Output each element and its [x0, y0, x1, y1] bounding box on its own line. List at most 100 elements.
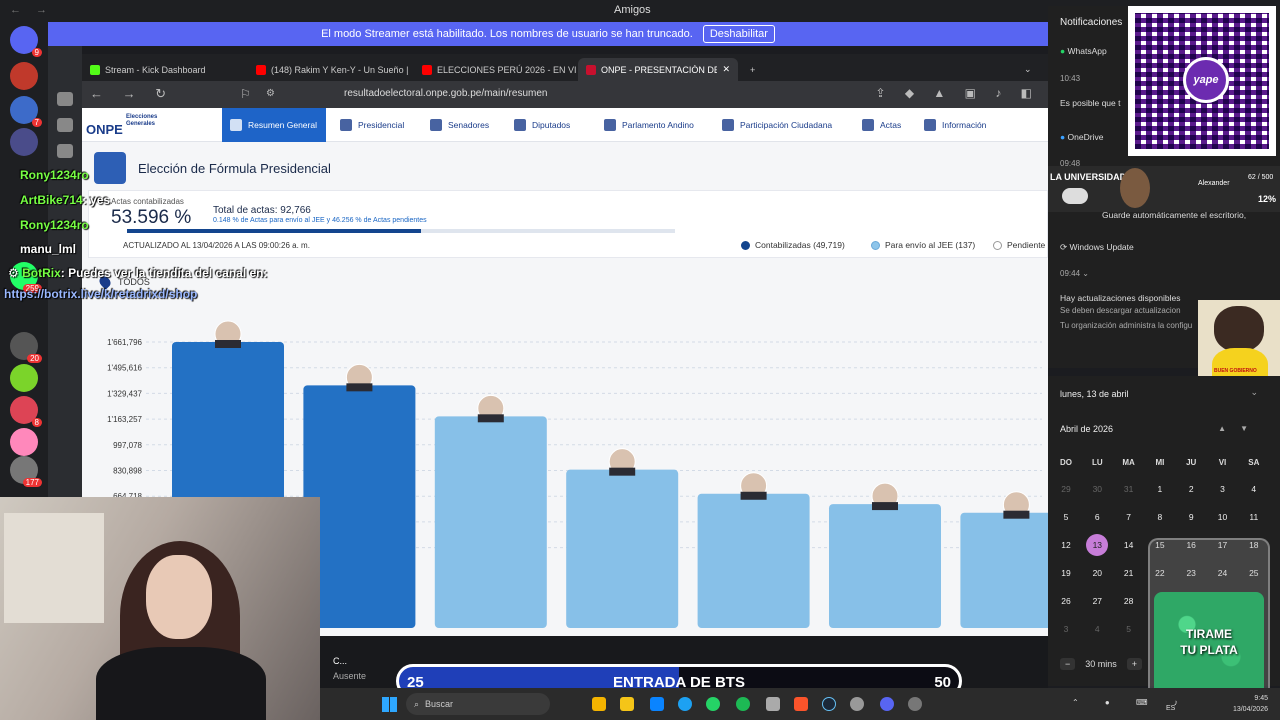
calendar-month[interactable]: Abril de 2026 — [1060, 424, 1114, 434]
calendar-day[interactable]: 2 — [1188, 484, 1194, 494]
calendar-day[interactable]: 5 — [1063, 512, 1069, 522]
server-icon[interactable]: 7 — [10, 96, 42, 127]
taskbar-search[interactable]: ⌕ Buscar — [406, 693, 550, 715]
spotify-icon[interactable] — [736, 697, 750, 711]
nav-diputados[interactable]: Diputados — [514, 108, 570, 142]
collapse-chevron-icon[interactable]: ⌄ — [1250, 387, 1258, 397]
mail-icon[interactable] — [57, 118, 73, 132]
tab-kick-dashboard[interactable]: Stream - Kick Dashboard — [82, 58, 244, 81]
tab-list-chevron-icon[interactable]: ⌄ — [1024, 64, 1032, 74]
system-tray-icons[interactable]: ⌃ ● ⌨ ♪ — [1072, 698, 1190, 707]
onpe-logo[interactable]: ONPE Elecciones Generales — [86, 114, 158, 137]
onedrive-message[interactable]: Guarde automáticamente el escritorio, — [1102, 210, 1247, 220]
calendar-day[interactable]: 3 — [1063, 624, 1069, 634]
nav-presidencial[interactable]: Presidencial — [340, 108, 404, 142]
browser-toolbar-icons[interactable]: ⇪ ◆ ▲ ▣ ♪ ◧ — [875, 86, 1040, 100]
history-icon[interactable] — [57, 144, 73, 158]
calendar-day[interactable]: 29 — [1061, 484, 1071, 494]
calendar-day[interactable]: 26 — [1061, 596, 1071, 606]
calendar-day[interactable]: 16 — [1186, 540, 1196, 550]
whatsapp-icon[interactable] — [706, 697, 720, 711]
calendar-day[interactable]: 6 — [1094, 512, 1100, 522]
calendar-day[interactable]: 8 — [1157, 512, 1163, 522]
calendar-day[interactable]: 4 — [1094, 624, 1100, 634]
focus-minus-button[interactable]: − — [1060, 658, 1076, 670]
calendar-day[interactable]: 31 — [1123, 484, 1134, 494]
region-filter[interactable]: TODOS — [97, 274, 150, 290]
calendar-day[interactable]: 4 — [1251, 484, 1257, 494]
month-nav-arrows-icon[interactable]: ▲▼ — [1218, 424, 1262, 433]
calendar-day[interactable]: 22 — [1155, 568, 1165, 578]
calendar-day[interactable]: 28 — [1123, 596, 1134, 606]
close-tab-icon[interactable]: ✕ — [722, 64, 730, 74]
nav-actas[interactable]: Actas — [862, 108, 901, 142]
calendar-day[interactable]: 20 — [1092, 568, 1103, 578]
app-icon[interactable] — [908, 697, 922, 711]
server-icon[interactable]: 177 — [10, 456, 42, 487]
nav-parlamento-andino[interactable]: Parlamento Andino — [604, 108, 694, 142]
nav-resumen-general[interactable]: Resumen General — [222, 108, 326, 142]
whatsapp-message[interactable]: Es posible que t — [1060, 98, 1121, 108]
server-icon[interactable] — [10, 62, 38, 90]
server-icon[interactable]: 8 — [10, 396, 42, 427]
calendar-day[interactable]: 13 — [1086, 534, 1109, 556]
nav-participacion[interactable]: Participación Ciudadana — [722, 108, 832, 142]
nav-senadores[interactable]: Senadores — [430, 108, 489, 142]
new-tab-icon[interactable]: + — [750, 64, 756, 75]
file-explorer-icon[interactable] — [620, 697, 634, 711]
calendar-day[interactable]: 18 — [1249, 540, 1259, 550]
server-icon[interactable] — [10, 364, 38, 392]
server-icon[interactable] — [10, 428, 38, 456]
server-icon[interactable]: 20 — [10, 332, 42, 363]
app-icon[interactable] — [766, 697, 780, 711]
folder-icon[interactable] — [10, 128, 38, 156]
edge-icon[interactable] — [678, 697, 692, 711]
nav-informacion[interactable]: Información — [924, 108, 986, 142]
window-nav-arrows[interactable]: ← → — [10, 4, 54, 16]
server-icon[interactable]: 259 — [10, 262, 42, 293]
calendar-day[interactable]: 24 — [1217, 568, 1228, 578]
tab-youtube-rakim[interactable]: (148) Rakim Y Ken-Y - Un Sueño | Ga — [248, 58, 410, 81]
calendar-day[interactable]: 17 — [1217, 540, 1228, 550]
windows-start-icon[interactable] — [382, 697, 397, 712]
discord-icon[interactable] — [880, 697, 894, 711]
discord-home-icon[interactable]: 9 — [10, 26, 42, 57]
steam-icon[interactable] — [822, 697, 836, 711]
onedrive-icon: ● — [1060, 132, 1066, 142]
calendar-day[interactable]: 9 — [1188, 512, 1194, 522]
calendar-day[interactable]: 5 — [1126, 624, 1131, 634]
calendar-day[interactable]: 25 — [1249, 568, 1259, 578]
language-indicator[interactable]: ES — [1166, 705, 1176, 712]
calendar-day[interactable]: 30 — [1092, 484, 1103, 494]
calendar-day[interactable]: 21 — [1123, 568, 1134, 578]
calendar-day[interactable]: 14 — [1123, 540, 1134, 550]
tab-youtube-elecciones[interactable]: ELECCIONES PERÚ 2026 - EN VIVO - — [414, 58, 576, 81]
site-settings-icon[interactable]: ⚙ — [266, 88, 275, 99]
back-forward-reload-icons[interactable]: ← → ↻ — [90, 86, 175, 101]
legend-dot-icon — [871, 240, 880, 250]
user-name[interactable]: C... — [333, 656, 348, 666]
bookmark-icon[interactable]: ⚐ — [240, 87, 251, 101]
disable-streamer-button[interactable]: Deshabilitar — [702, 25, 775, 43]
taskbar-clock[interactable]: 9:45 13/04/2026 — [1232, 695, 1268, 713]
brave-icon[interactable] — [794, 697, 808, 711]
update-title[interactable]: Hay actualizaciones disponibles — [1060, 293, 1181, 303]
mail-icon[interactable] — [650, 697, 664, 711]
chat-link[interactable]: https://botrix.live/k/retadrixd/shop — [4, 287, 198, 301]
calendar-day[interactable]: 12 — [1061, 540, 1071, 550]
obs-icon[interactable] — [850, 697, 864, 711]
bookmark-icon[interactable] — [57, 92, 73, 106]
focus-plus-button[interactable]: + — [1126, 658, 1143, 670]
url-field[interactable]: resultadoelectoral.onpe.gob.pe/main/resu… — [344, 88, 548, 99]
calendar-day[interactable]: 27 — [1092, 596, 1103, 606]
app-icon[interactable] — [592, 697, 606, 711]
calendar-day[interactable]: 7 — [1126, 512, 1131, 522]
tab-onpe[interactable]: ONPE - PRESENTACIÓN DE RESU ✕ — [578, 58, 738, 81]
calendar-day[interactable]: 11 — [1249, 512, 1259, 522]
calendar-day[interactable]: 19 — [1061, 568, 1071, 578]
calendar-day[interactable]: 1 — [1157, 484, 1163, 494]
weekday-header: JU — [1186, 458, 1197, 467]
calendar-day[interactable]: 10 — [1217, 512, 1228, 522]
calendar-day[interactable]: 23 — [1186, 568, 1196, 578]
calendar-day[interactable]: 3 — [1220, 484, 1225, 494]
